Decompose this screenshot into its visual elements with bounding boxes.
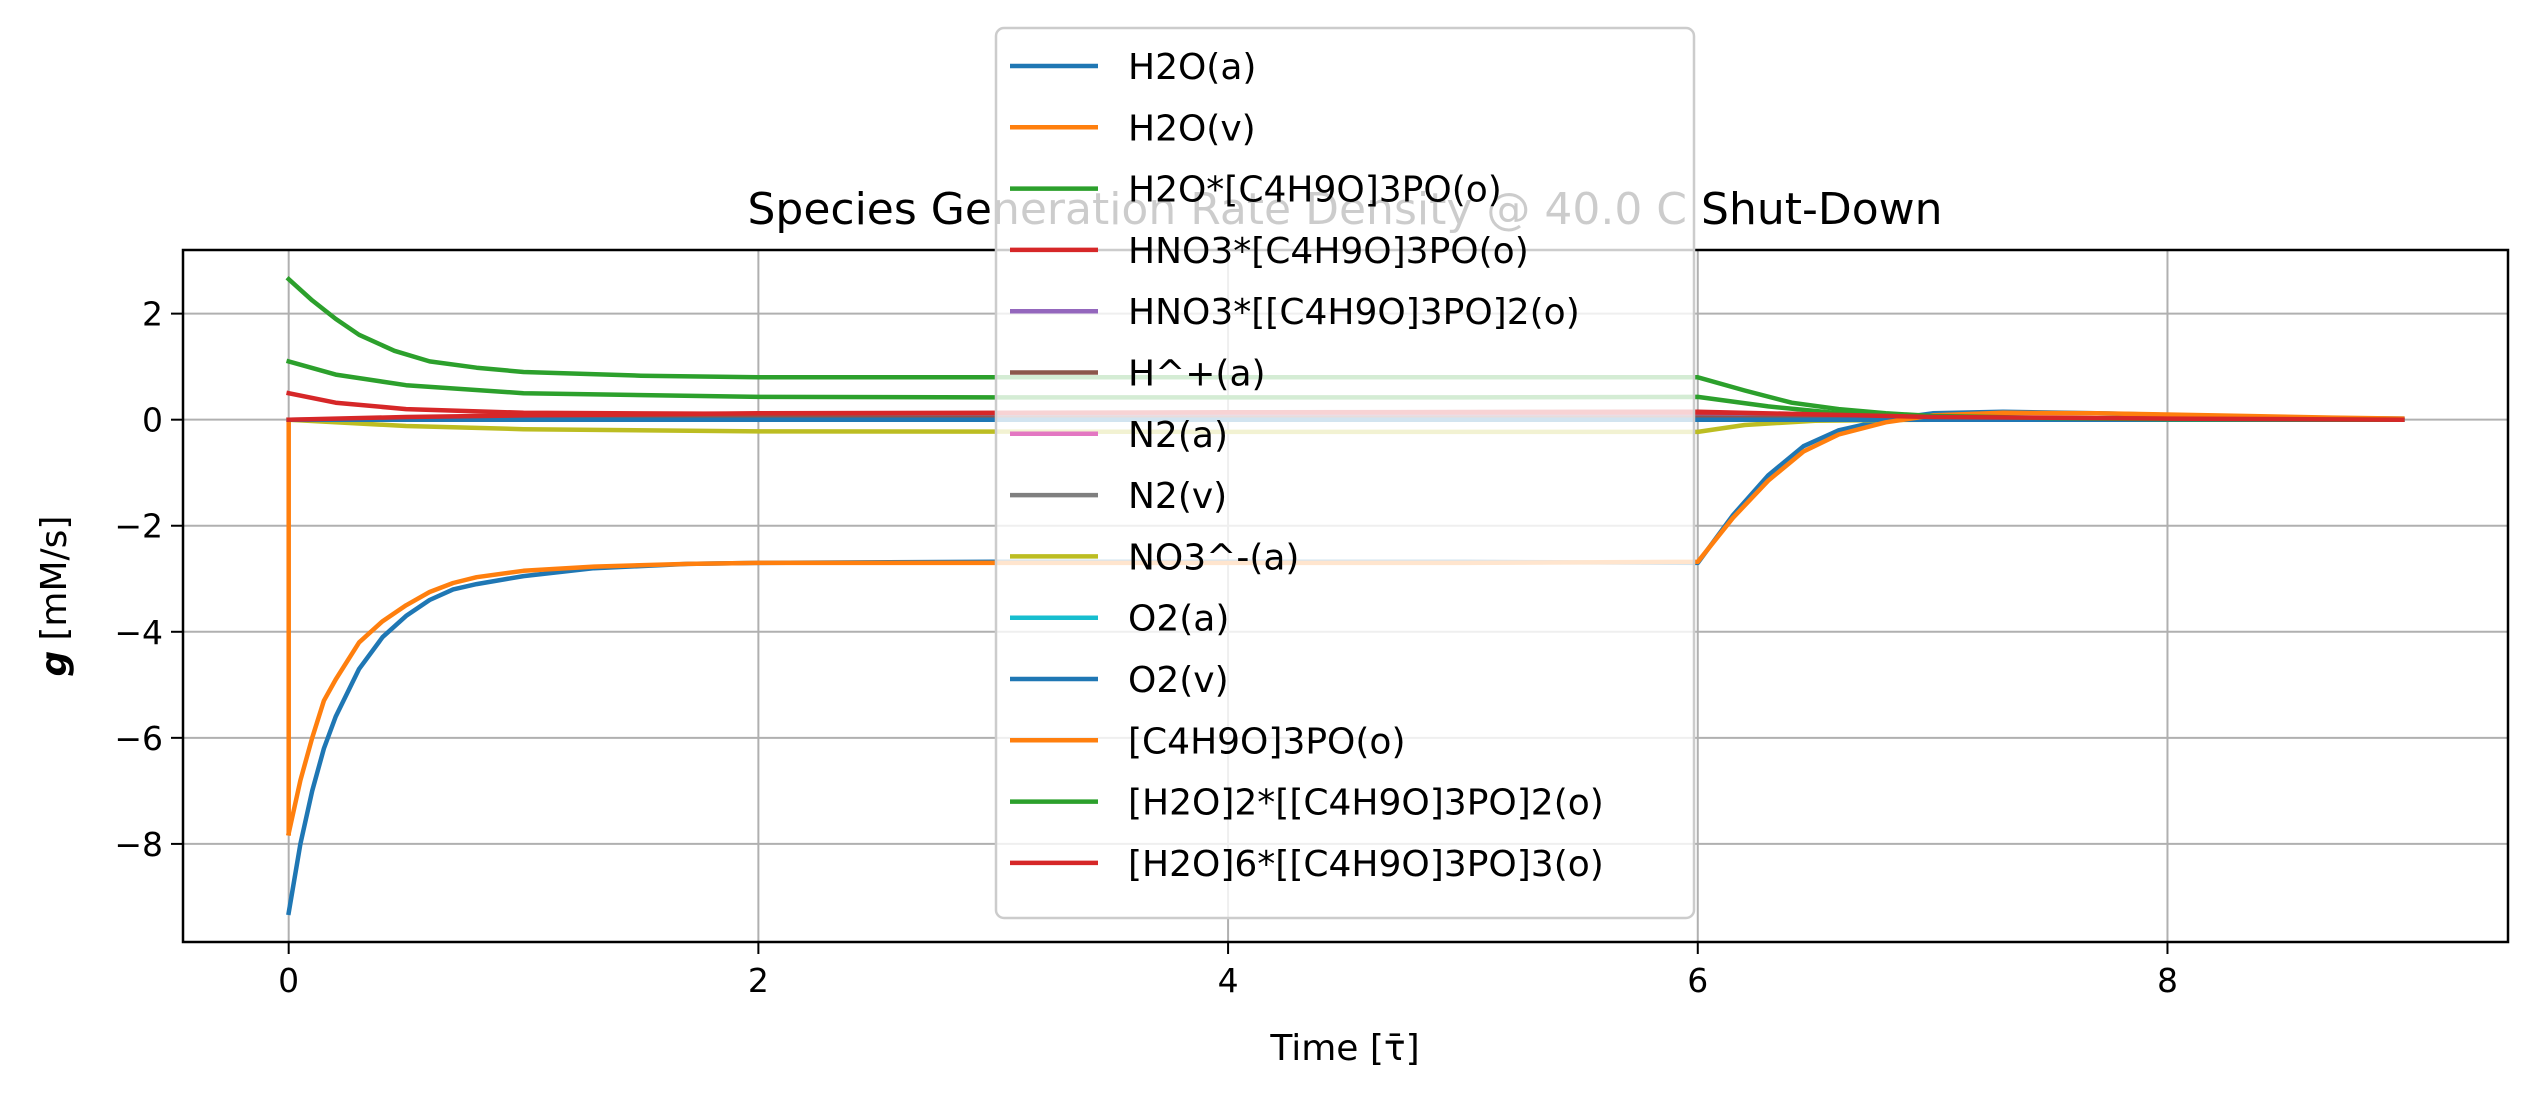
- y-tick-label-3: −4: [114, 613, 163, 652]
- legend-label-6: N2(a): [1128, 415, 1228, 456]
- legend-label-7: N2(v): [1128, 476, 1227, 517]
- legend-label-12: [H2O]2*[[C4H9O]3PO]2(o): [1128, 783, 1604, 824]
- x-tick-label-3: 6: [1687, 961, 1708, 1000]
- legend-label-13: [H2O]6*[[C4H9O]3PO]3(o): [1128, 844, 1604, 885]
- y-axis-unit: [mM/s]: [34, 516, 75, 641]
- x-tick-label-4: 8: [2157, 961, 2178, 1000]
- x-tick-label-1: 2: [748, 961, 769, 1000]
- legend-label-5: H^+(a): [1128, 354, 1266, 395]
- y-tick-label-1: 0: [142, 401, 163, 440]
- legend-label-3: HNO3*[C4H9O]3PO(o): [1128, 231, 1529, 272]
- legend-label-9: O2(a): [1128, 599, 1229, 640]
- y-tick-label-4: −6: [114, 719, 163, 758]
- legend: H2O(a) H2O(v) H2O*[C4H9O]3PO(o) HNO3*[C4H9O…: [994, 26, 1696, 920]
- legend-label-11: [C4H9O]3PO(o): [1128, 721, 1406, 762]
- legend-label-8: NO3^-(a): [1128, 537, 1299, 578]
- x-tick-label-0: 0: [278, 961, 299, 1000]
- y-tick-label-5: −8: [114, 825, 163, 864]
- legend-items: H2O(a) H2O(v) H2O*[C4H9O]3PO(o) HNO3*[C4H9O…: [1010, 47, 1604, 885]
- legend-label-0: H2O(a): [1128, 47, 1256, 88]
- legend-label-4: HNO3*[[C4H9O]3PO]2(o): [1128, 292, 1580, 333]
- y-axis-symbol: g: [34, 651, 75, 677]
- x-axis-ticks: 0 2 4 6 8: [278, 942, 2178, 1000]
- x-tick-label-2: 4: [1218, 961, 1239, 1000]
- legend-label-2: H2O*[C4H9O]3PO(o): [1128, 170, 1502, 211]
- legend-label-1: H2O(v): [1128, 108, 1256, 149]
- y-tick-label-0: 2: [142, 295, 163, 334]
- legend-label-10: O2(v): [1128, 660, 1229, 701]
- legend-box: [994, 26, 1696, 920]
- x-axis-label: Time [τ̄]: [1269, 1028, 1419, 1069]
- y-tick-label-2: −2: [114, 507, 163, 546]
- y-axis-label: g [mM/s]: [34, 516, 75, 677]
- y-axis-ticks: 2 0 −2 −4 −6 −8: [114, 295, 183, 864]
